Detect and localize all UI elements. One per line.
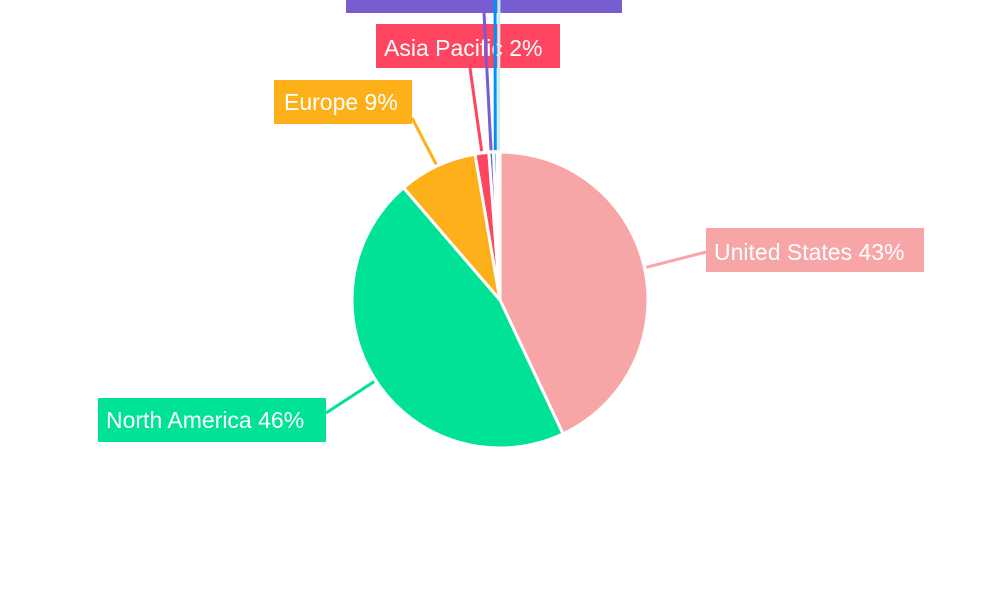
data-label-box [98,398,326,442]
data-label-box [706,228,924,272]
leader-line [325,380,375,415]
leader-line [410,117,438,165]
leader-line [468,67,484,152]
data-label: Asia Pacific 2% [384,35,543,61]
data-label-box [274,80,412,124]
data-label-box [376,24,560,68]
leader-line [646,250,707,269]
data-label-box [346,0,622,13]
pie-slice[interactable] [495,150,502,301]
data-label: United States 43% [714,239,905,265]
pie-slice[interactable] [498,150,650,436]
leader-line [482,12,493,151]
data-label: North America 46% [106,407,304,433]
pie-slice[interactable] [350,185,566,450]
data-label: Europe 9% [284,89,398,115]
